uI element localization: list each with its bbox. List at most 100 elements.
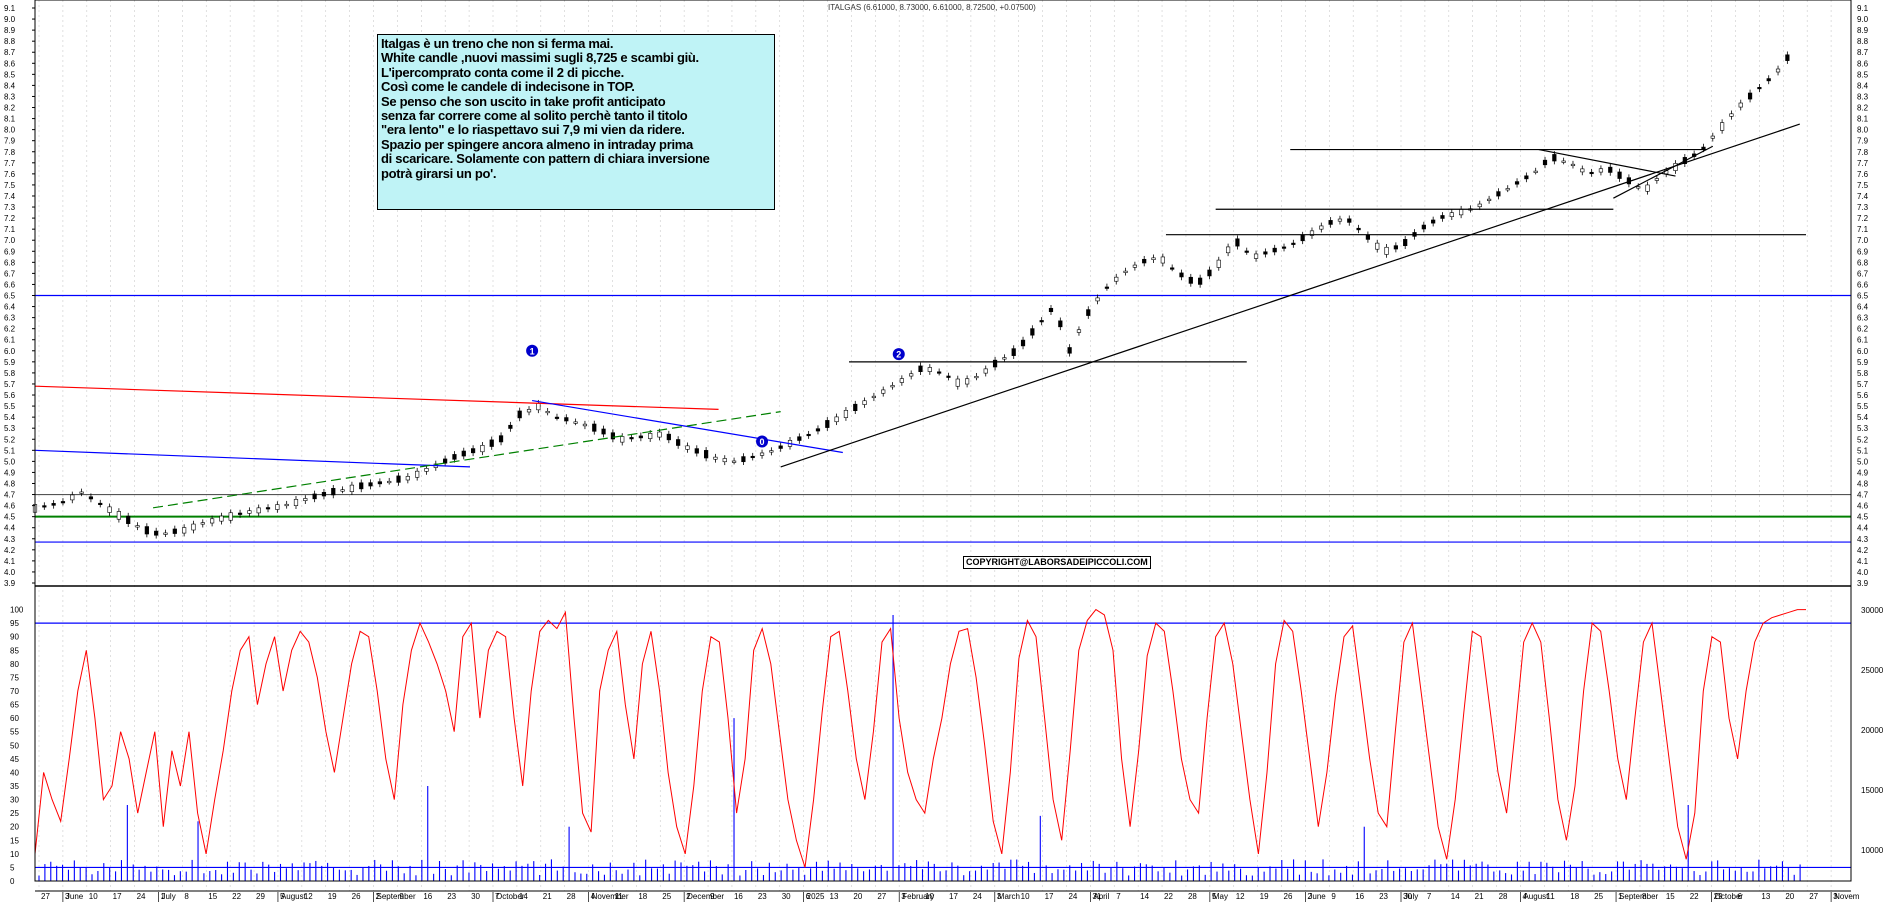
candle-body <box>1384 246 1389 255</box>
x-tick-label: 27 <box>41 892 50 901</box>
price-tick-right: 5.4 <box>1857 413 1869 422</box>
month-label: June <box>66 892 84 901</box>
candle-body <box>526 409 532 413</box>
price-tick-right: 6.6 <box>1857 280 1869 289</box>
price-tick-left: 4.6 <box>4 502 16 511</box>
x-tick-label: 29 <box>256 892 265 901</box>
candle-body <box>1542 159 1548 166</box>
candle-body <box>405 476 410 481</box>
trend-line <box>34 385 719 410</box>
candle-body <box>359 482 364 490</box>
candle-body <box>1701 146 1706 150</box>
x-tick-label: 27 <box>877 892 886 901</box>
month-label: November <box>592 892 629 901</box>
candle-body <box>1766 78 1771 82</box>
x-tick-label: 4 <box>591 892 596 901</box>
price-tick-right: 7.9 <box>1857 137 1869 146</box>
candle-body <box>340 489 345 492</box>
price-tick-right: 6.5 <box>1857 292 1869 301</box>
price-tick-left: 4.3 <box>4 535 16 544</box>
price-tick-left: 7.1 <box>4 225 16 234</box>
candle-body <box>592 423 597 432</box>
x-tick-label: 2 <box>686 892 691 901</box>
candle-body <box>424 468 429 472</box>
price-tick-right: 7.5 <box>1857 181 1869 190</box>
candle-body <box>918 365 923 372</box>
candle-body <box>965 378 970 385</box>
volume-tick: 15000 <box>1861 786 1884 795</box>
x-tick-label: 22 <box>1690 892 1699 901</box>
candle-body <box>1654 178 1659 181</box>
x-tick-label: 13 <box>830 892 839 901</box>
candle-body <box>480 445 485 453</box>
month-label: April <box>1093 892 1109 901</box>
x-tick-label: 7 <box>1427 892 1432 901</box>
x-tick-label: 31 <box>1092 892 1101 901</box>
price-tick-right: 4.9 <box>1857 468 1869 477</box>
oscillator-tick: 5 <box>10 863 15 872</box>
candle-body <box>1319 225 1324 230</box>
candle-body <box>1114 276 1119 282</box>
candle-body <box>1449 212 1454 217</box>
candle-body <box>1142 258 1147 264</box>
price-tick-left: 4.1 <box>4 557 16 566</box>
x-tick-label: 9 <box>1331 892 1336 901</box>
price-tick-right: 4.7 <box>1857 491 1869 500</box>
candle-body <box>1720 122 1725 131</box>
x-tick-label: 5 <box>280 892 285 901</box>
candle-body <box>517 410 522 419</box>
trend-line <box>152 411 781 509</box>
candle-body <box>415 470 420 478</box>
x-tick-label: 18 <box>638 892 647 901</box>
note-line: "era lento" e lo riaspettavo sui 7,9 mi … <box>381 122 685 138</box>
price-tick-left: 8.0 <box>4 126 16 135</box>
x-tick-label: 10 <box>89 892 98 901</box>
candle-body <box>116 511 121 520</box>
candle-body <box>1514 181 1520 185</box>
x-tick-label: 4 <box>1522 892 1527 901</box>
oscillator-tick: 25 <box>10 809 19 818</box>
candle-body <box>1347 218 1352 223</box>
oscillator-tick: 75 <box>10 673 19 682</box>
price-tick-right: 5.1 <box>1857 446 1869 455</box>
price-tick-right: 4.2 <box>1857 546 1869 555</box>
x-tick-label: 21 <box>543 892 552 901</box>
month-label: Novem <box>1834 892 1860 901</box>
volume-tick: 30000 <box>1861 606 1884 615</box>
candle-body <box>1048 307 1054 313</box>
candle-body <box>135 525 140 528</box>
oscillator-tick: 60 <box>10 714 19 723</box>
candle-body <box>1095 297 1100 302</box>
candle-body <box>759 452 765 456</box>
x-tick-label: 23 <box>1379 892 1388 901</box>
price-tick-right: 5.8 <box>1857 369 1869 378</box>
candle-body <box>461 450 466 457</box>
month-label: May <box>1213 892 1228 901</box>
candle-body <box>1011 348 1016 356</box>
candle-body <box>1757 87 1762 90</box>
candle-body <box>554 416 560 419</box>
oscillator-panel <box>34 608 1851 881</box>
x-tick-label: 30 <box>1403 892 1412 901</box>
candle-body <box>1524 175 1529 180</box>
price-tick-left: 8.5 <box>4 70 16 79</box>
candle-body <box>1207 269 1212 277</box>
candle-body <box>331 488 336 496</box>
x-tick-label: 11 <box>1546 892 1555 901</box>
candle-body <box>1608 166 1613 173</box>
price-tick-right: 5.6 <box>1857 391 1869 400</box>
x-tick-label: 16 <box>423 892 432 901</box>
candle-body <box>1058 320 1063 328</box>
candle-body <box>704 450 709 459</box>
price-tick-left: 8.2 <box>4 104 16 113</box>
x-tick-label: 3 <box>901 892 906 901</box>
x-tick-label: 9 <box>710 892 715 901</box>
price-tick-right: 7.4 <box>1857 192 1869 201</box>
price-tick-left: 5.1 <box>4 446 16 455</box>
candle-body <box>1710 135 1715 139</box>
candle-body <box>536 402 541 411</box>
candle-body <box>610 432 616 440</box>
candle-body <box>1253 253 1259 259</box>
price-tick-right: 7.1 <box>1857 225 1869 234</box>
x-tick-label: 11 <box>614 892 623 901</box>
